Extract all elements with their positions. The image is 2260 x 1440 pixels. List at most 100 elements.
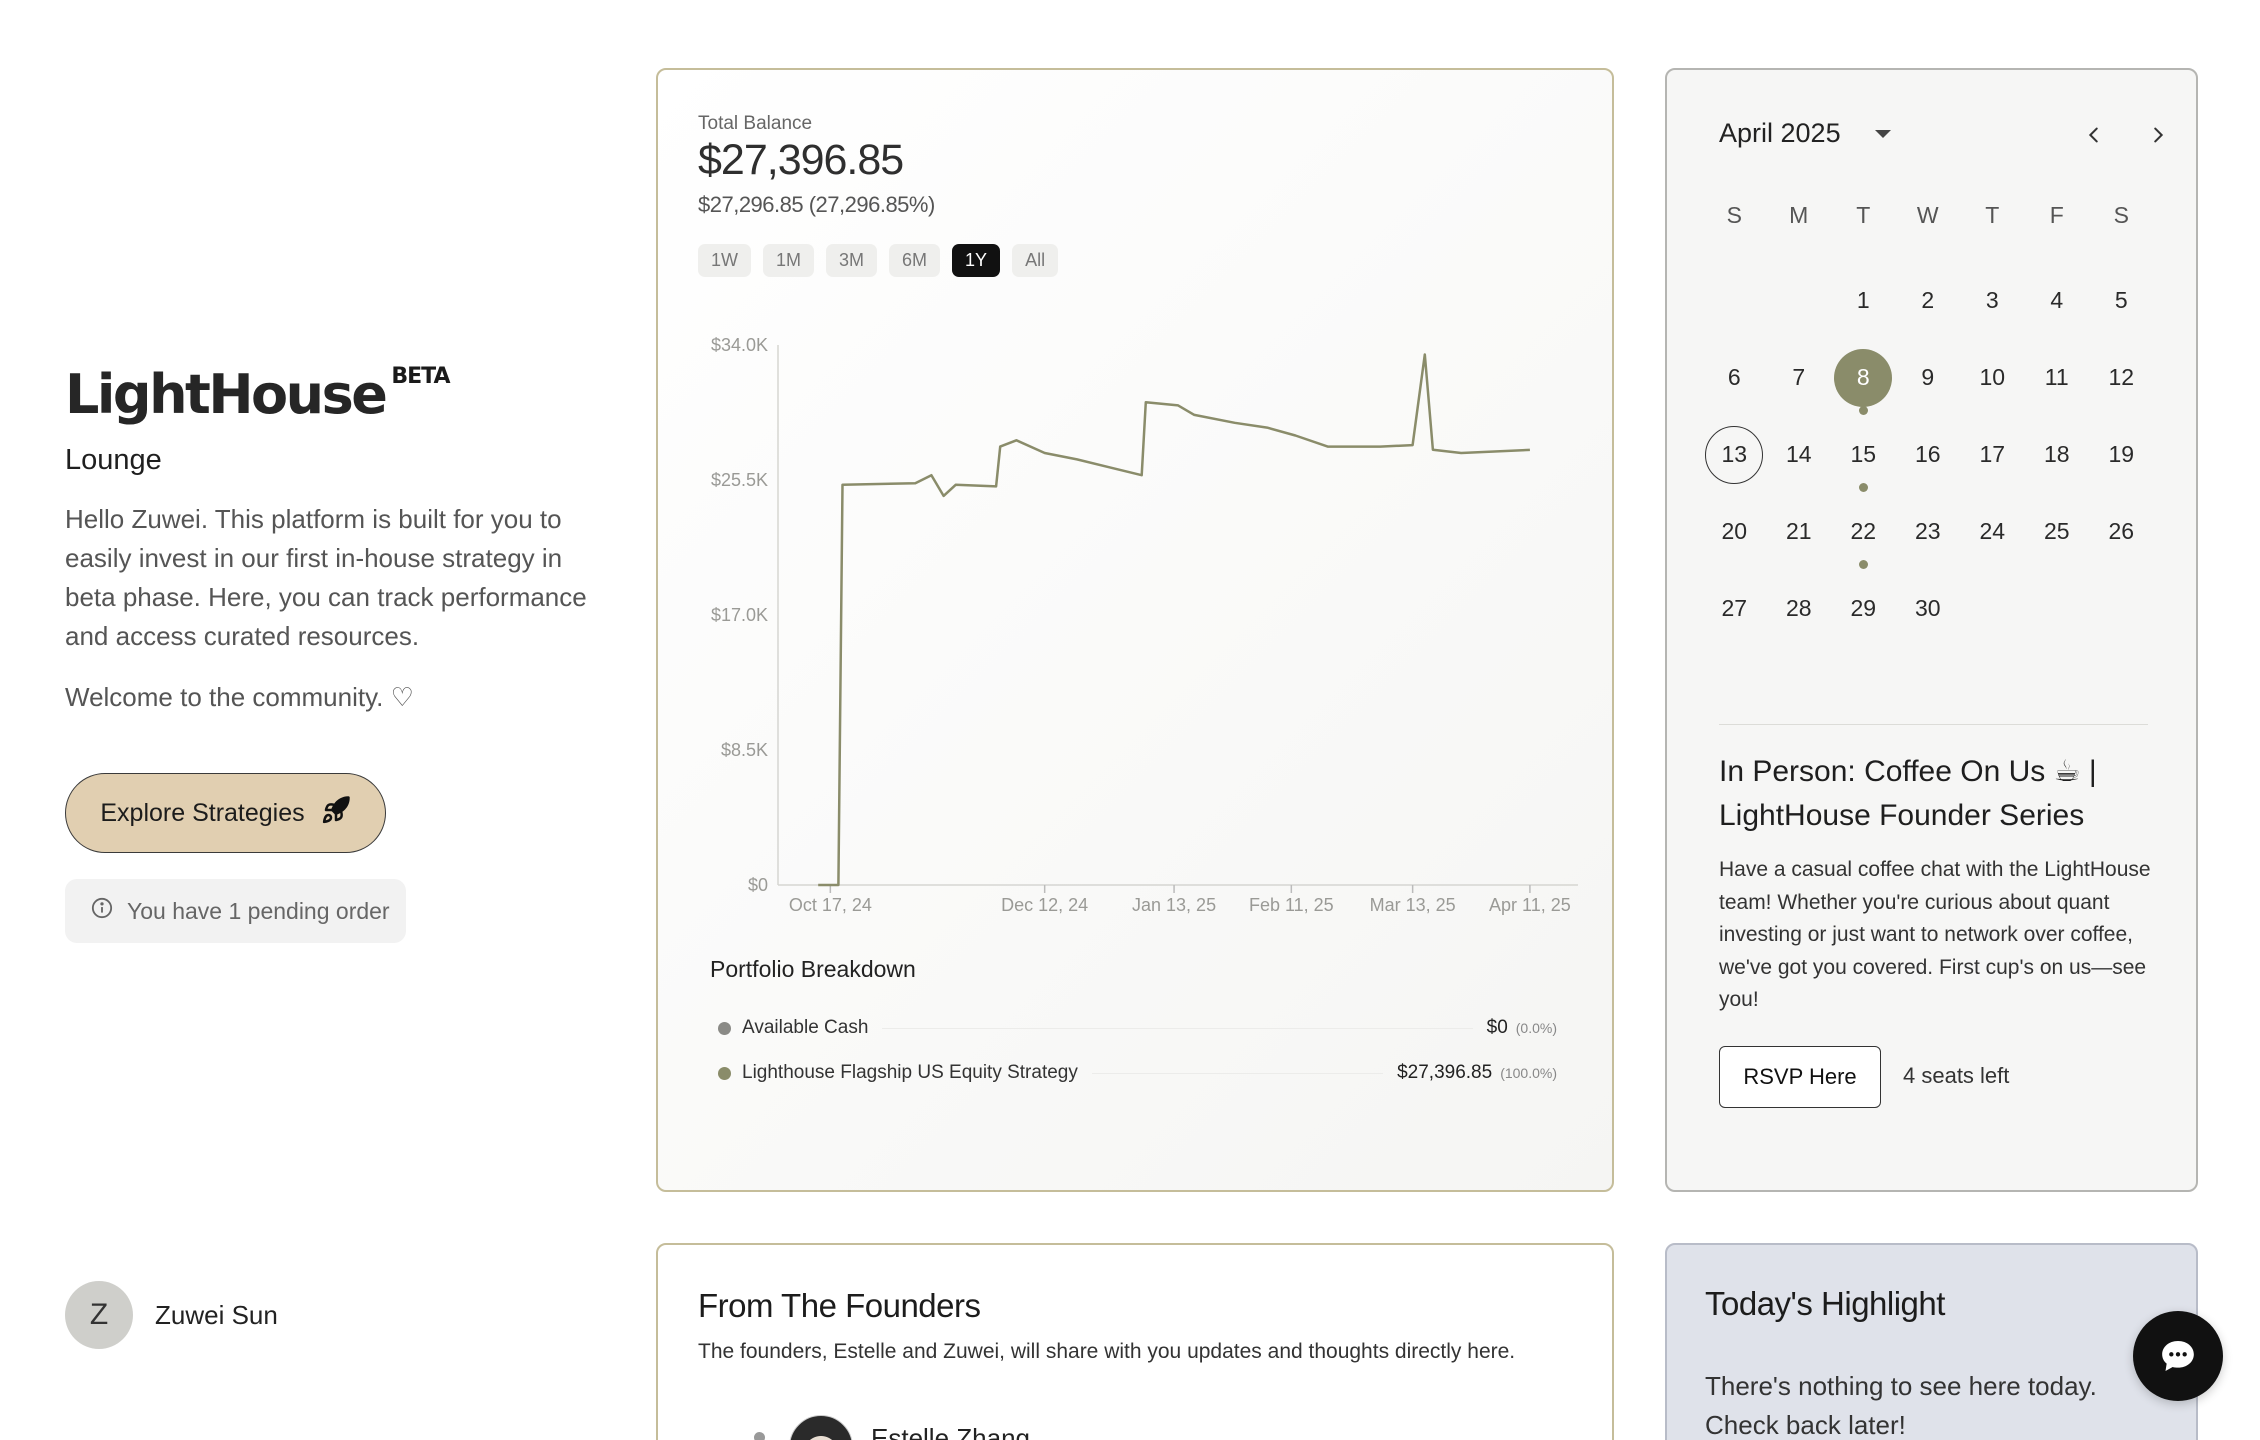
- event-title: In Person: Coffee On Us ☕ | LightHouse F…: [1719, 755, 2097, 832]
- intro-text: Hello Zuwei. This platform is built for …: [65, 504, 587, 651]
- day-number: 26: [2108, 518, 2135, 544]
- calendar-day-8[interactable]: 8: [1831, 339, 1896, 416]
- day-number: 20: [1721, 518, 1748, 544]
- day-number: 14: [1785, 441, 1812, 467]
- highlight-title: Today's Highlight: [1705, 1285, 1945, 1322]
- y-tick-label: $0: [748, 875, 768, 895]
- calendar-day-15[interactable]: 15: [1831, 416, 1896, 493]
- day-number: 30: [1914, 595, 1941, 621]
- calendar-day-11[interactable]: 11: [2025, 339, 2090, 416]
- balance-line: [818, 353, 1530, 887]
- calendar-day-13[interactable]: 13: [1702, 416, 1767, 493]
- range-button-1y[interactable]: 1Y: [952, 244, 1001, 277]
- calendar-day-24[interactable]: 24: [1960, 493, 2025, 570]
- next-month-button[interactable]: [2143, 120, 2173, 150]
- portfolio-dot: [718, 1021, 731, 1035]
- day-number: 5: [2114, 287, 2128, 313]
- calendar-day-26[interactable]: 26: [2089, 493, 2154, 570]
- total-balance-label: Total Balance: [698, 113, 813, 134]
- pending-order-notice[interactable]: You have 1 pending order: [65, 879, 406, 943]
- day-number: 15: [1850, 441, 1877, 467]
- calendar-day-3[interactable]: 3: [1960, 262, 2025, 339]
- calendar-day-29[interactable]: 29: [1831, 570, 1896, 647]
- day-number: 24: [1979, 518, 2006, 544]
- calendar-day-22[interactable]: 22: [1831, 493, 1896, 570]
- calendar-day-16[interactable]: 16: [1896, 416, 1961, 493]
- highlight-text: There's nothing to see here today. Check…: [1705, 1371, 2097, 1440]
- calendar-day-18[interactable]: 18: [2025, 416, 2090, 493]
- info-icon: [91, 897, 113, 925]
- weekday-label: T: [1856, 201, 1871, 228]
- calendar-day-20[interactable]: 20: [1702, 493, 1767, 570]
- brand-name: LightHouse: [65, 363, 388, 426]
- calendar-day-28[interactable]: 28: [1767, 570, 1832, 647]
- balance-chart: $0 $8.5K $17.0K $25.5K $34.0K Oct 17, 24 Dec 1…: [711, 335, 1578, 915]
- calendar-day-6[interactable]: 6: [1702, 339, 1767, 416]
- calendar-day-14[interactable]: 14: [1767, 416, 1832, 493]
- range-button-3m[interactable]: 3M: [826, 244, 878, 277]
- x-tick-label: Mar 13, 25: [1370, 895, 1456, 915]
- calendar-day-4[interactable]: 4: [2025, 262, 2090, 339]
- welcome-text: Welcome to the community. ♡: [65, 682, 414, 712]
- event-dot: [1858, 406, 1868, 415]
- day-number: 4: [2050, 287, 2064, 313]
- day-number: 21: [1785, 518, 1812, 544]
- founders-title: From The Founders: [698, 1287, 981, 1324]
- day-number: 29: [1850, 595, 1877, 621]
- calendar-day-19[interactable]: 19: [2089, 416, 2154, 493]
- calendar-day-12[interactable]: 12: [2089, 339, 2154, 416]
- rocket-icon: [321, 795, 351, 832]
- avatar: Z: [65, 1281, 133, 1349]
- day-number: 1: [1856, 287, 1870, 313]
- beta-badge: BETA: [391, 364, 450, 389]
- calendar-day-9[interactable]: 9: [1896, 339, 1961, 416]
- calendar-day-25[interactable]: 25: [2025, 493, 2090, 570]
- calendar-day-7[interactable]: 7: [1767, 339, 1832, 416]
- day-number: 2: [1921, 287, 1935, 313]
- calendar-day-5[interactable]: 5: [2089, 262, 2154, 339]
- brand-logo: LightHouse BETA: [65, 363, 450, 426]
- highlight-card: Today's Highlight There's nothing to see…: [1665, 1243, 2198, 1440]
- day-number: 19: [2108, 441, 2135, 467]
- calendar-day-2[interactable]: 2: [1896, 262, 1961, 339]
- day-number: 22: [1850, 518, 1877, 544]
- month-selector[interactable]: April 2025: [1719, 118, 1891, 149]
- range-button-1m[interactable]: 1M: [763, 244, 815, 277]
- y-tick-label: $17.0K: [711, 605, 768, 625]
- portfolio-item-amount: $27,396.85: [1397, 1062, 1493, 1083]
- user-name: Zuwei Sun: [155, 1299, 278, 1330]
- month-label: April 2025: [1719, 118, 1841, 148]
- calendar-day-27[interactable]: 27: [1702, 570, 1767, 647]
- calendar-day-21[interactable]: 21: [1767, 493, 1832, 570]
- calendar-day-17[interactable]: 17: [1960, 416, 2025, 493]
- weekday-label: W: [1916, 201, 1939, 228]
- rsvp-button[interactable]: RSVP Here: [1719, 1046, 1881, 1108]
- balance-change: $27,296.85 (27,296.85%): [698, 192, 935, 217]
- y-tick-label: $25.5K: [711, 470, 768, 490]
- chat-icon: [2162, 1341, 2194, 1371]
- chat-button[interactable]: [2133, 1311, 2223, 1401]
- explore-strategies-button[interactable]: Explore Strategies: [65, 773, 386, 853]
- range-button-all[interactable]: All: [1012, 244, 1059, 277]
- divider: [1719, 724, 2148, 725]
- chevron-right-icon: [2154, 127, 2164, 143]
- brand-subtitle: Lounge: [65, 444, 162, 476]
- y-tick-label: $34.0K: [711, 335, 768, 355]
- founders-subtitle: The founders, Estelle and Zuwei, will sh…: [698, 1340, 1516, 1363]
- prev-month-button[interactable]: [2079, 120, 2109, 150]
- range-button-6m[interactable]: 6M: [889, 244, 941, 277]
- event-dot: [1858, 483, 1868, 492]
- range-button-1w[interactable]: 1W: [698, 244, 751, 277]
- weekday-label: S: [2113, 201, 2129, 228]
- portfolio-row-cash: Available Cash $0 (0.0%): [718, 1012, 1557, 1044]
- day-number: 16: [1914, 441, 1941, 467]
- calendar-day-1[interactable]: 1: [1831, 262, 1896, 339]
- day-number: 6: [1727, 364, 1741, 390]
- founder-name[interactable]: Estelle Zhang: [871, 1423, 1030, 1440]
- user-profile[interactable]: Z Zuwei Sun: [65, 1281, 278, 1349]
- portfolio-item-amount: $0: [1486, 1017, 1508, 1038]
- calendar-day-30[interactable]: 30: [1896, 570, 1961, 647]
- calendar-day-10[interactable]: 10: [1960, 339, 2025, 416]
- chevron-left-icon: [2088, 127, 2098, 143]
- calendar-day-23[interactable]: 23: [1896, 493, 1961, 570]
